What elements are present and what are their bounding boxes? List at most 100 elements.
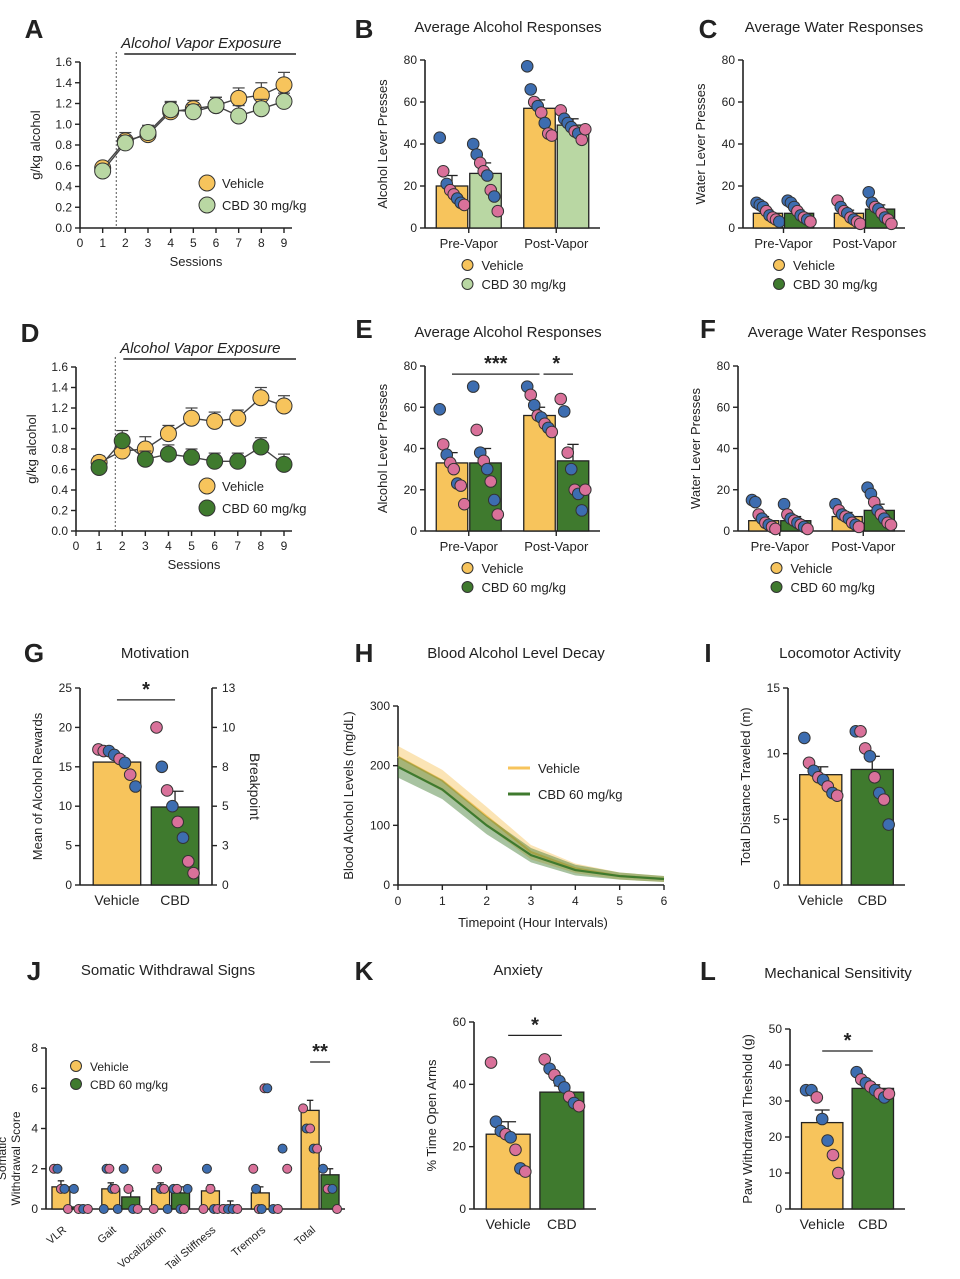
x-tick-label: CBD (160, 892, 190, 908)
y-tick-label: 40 (722, 137, 736, 151)
x-tick-label: 2 (483, 894, 490, 908)
legend-marker (773, 259, 785, 271)
y-tick-label: 20 (769, 1130, 783, 1144)
x-axis-label: Timepoint (Hour Intervals) (458, 915, 608, 930)
y-tick-label: 0 (65, 878, 72, 892)
legend-marker (461, 581, 474, 593)
data-point (538, 116, 552, 130)
legend-marker (198, 174, 216, 192)
data-point (798, 731, 811, 745)
y-tick-label: 0.6 (55, 159, 72, 173)
y-tick-label: 0 (410, 221, 417, 235)
panel-A: A 0.0 0.2 0.4 0.6 0.8 1.0 1.2 1.4 1.6 g/kg alcohol… (25, 14, 307, 269)
legend-marker (198, 196, 216, 214)
y-tick-label: 0 (383, 878, 390, 892)
series-point (183, 448, 201, 466)
y-tick-label: 1.0 (55, 117, 72, 131)
data-point (484, 475, 498, 488)
panel-title: Average Alcohol Responses (414, 324, 601, 341)
data-point (52, 1163, 63, 1174)
legend-marker (198, 499, 216, 517)
panel-title: Mechanical Sensitivity (764, 965, 912, 982)
y-tick-label: 0 (773, 878, 780, 892)
y-axis-label: Mean of Alcohol Rewards (30, 712, 45, 860)
y-tick-label: 1.6 (51, 360, 68, 374)
y-tick-label: 0.2 (51, 504, 68, 518)
data-point (804, 215, 817, 228)
y-tick-label: 6 (31, 1081, 38, 1095)
y-tick-label: 10 (767, 747, 781, 761)
x-tick-label: 7 (234, 539, 241, 553)
data-point (545, 425, 559, 439)
series-point (275, 455, 293, 473)
legend-marker (70, 1060, 82, 1072)
y-tick-label: 4 (31, 1122, 38, 1136)
y-tick-label: 1.0 (51, 422, 68, 436)
x-tick-label: 6 (211, 539, 218, 553)
data-point (504, 1131, 517, 1144)
y-axis-label: Somatic (0, 1137, 9, 1180)
x-tick-label: 2 (119, 539, 126, 553)
x-tick-label: Gait (96, 1224, 119, 1246)
x-tick-label: 1 (96, 539, 103, 553)
data-point (152, 1163, 163, 1174)
data-point (821, 1134, 834, 1147)
y-tick-label: 0.2 (55, 200, 72, 214)
x-tick-label: Vehicle (798, 892, 843, 908)
panel-title: Average Water Responses (748, 324, 926, 341)
significance-label: *** (484, 353, 508, 375)
panel-letter: G (24, 638, 44, 668)
data-point (480, 462, 494, 476)
data-point (545, 129, 559, 142)
y-tick-label: 0.4 (51, 483, 68, 497)
data-point (466, 137, 480, 151)
y-tick-label: 0.8 (51, 442, 68, 456)
panel-letter: B (355, 14, 374, 44)
legend-label: Vehicle (482, 561, 524, 576)
data-point (123, 768, 137, 781)
x-tick-label: 8 (258, 539, 265, 553)
data-point (853, 217, 867, 231)
data-point (166, 799, 179, 813)
y-axis-label: Alcohol Lever Presses (375, 79, 390, 209)
legend-label: CBD 30 mg/kg (482, 277, 567, 292)
data-point (769, 522, 782, 536)
panel-title: Motivation (121, 645, 189, 662)
data-point (305, 1123, 316, 1134)
y2-axis-label: Breakpoint (247, 753, 263, 820)
panel-L: L Mechanical Sensitivity 0 10 20 30 40 50 Paw Wi… (700, 956, 912, 1232)
data-point (132, 1204, 143, 1214)
y-tick-label: 300 (370, 699, 390, 713)
x-tick-label: 9 (281, 539, 288, 553)
panel-K: K Anxiety 0 20 40 60 % Time Open Arms Vehicle CB… (355, 956, 596, 1232)
data-point (109, 1183, 120, 1194)
y-tick-label: 20 (404, 483, 418, 497)
series-point (116, 134, 134, 152)
y-tick-label: 60 (453, 1015, 467, 1029)
panel-E: E Average Alcohol Responses 0 20 40 60 80 Alcoh… (355, 314, 601, 595)
panel-letter: C (699, 14, 718, 44)
x-tick-label: Vehicle (800, 1216, 845, 1232)
data-point (524, 83, 538, 96)
y-tick-label: 200 (370, 759, 390, 773)
x-tick-label: 4 (572, 894, 579, 908)
data-point (272, 1204, 283, 1214)
data-point (830, 789, 844, 802)
data-point (447, 462, 461, 476)
data-point (884, 518, 898, 532)
panel-title: Blood Alcohol Level Decay (427, 645, 605, 662)
series-point (230, 89, 248, 107)
data-point (327, 1183, 338, 1194)
data-point (62, 1204, 73, 1214)
y-axis-label: g/kg alcohol (28, 110, 43, 179)
significance-label: * (552, 353, 560, 375)
y-tick-label: 40 (769, 1058, 783, 1072)
significance-label: * (531, 1014, 539, 1036)
data-point (863, 749, 877, 763)
y-tick-label: 80 (717, 359, 731, 373)
x-tick-label: 6 (661, 894, 668, 908)
x-tick-label: 4 (167, 236, 174, 250)
x-tick-label: 1 (439, 894, 446, 908)
data-point (518, 1165, 532, 1178)
data-point (554, 392, 568, 406)
